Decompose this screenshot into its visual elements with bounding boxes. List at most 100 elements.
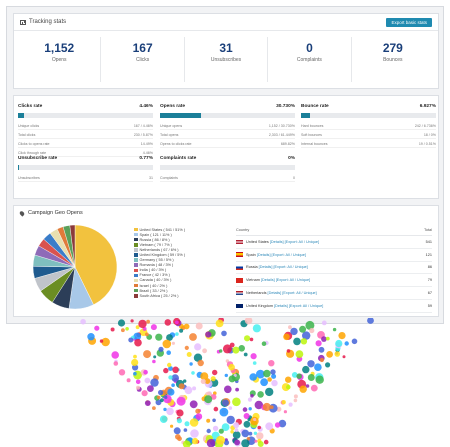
legend-item: Romania ( 48 / 3% ) (134, 263, 185, 268)
country-name: United Kingdom (246, 303, 274, 308)
country-name: Spain (246, 252, 256, 257)
stat-clicks: 167 Clicks (101, 37, 185, 82)
col-country-header: Country (236, 228, 250, 232)
rate-percent: 0% (288, 156, 295, 161)
legend-label: Canada ( 40 / 3% ) (139, 278, 172, 283)
table-row: Russia [Details] [Export: All / Unique] 8… (236, 262, 432, 275)
legend-item: Russia ( 86 / 8% ) (134, 237, 185, 242)
complaints-rate-block: Complaints rate 0% Complaints 0 (160, 156, 295, 182)
col-total-header: Total (423, 228, 432, 232)
metric-value: 167 / 4.46% (133, 124, 153, 128)
metric-value: 2,303 / 61.449% (268, 133, 295, 137)
legend-label: Netherlands ( 67 / 6% ) (139, 247, 179, 252)
stat-label: Clicks (135, 57, 150, 63)
details-export-links[interactable]: [Details] [Export: All / Unique] (274, 303, 324, 308)
metric-label: Total opens (160, 133, 179, 137)
confetti-decoration (80, 318, 374, 447)
legend-swatch (134, 243, 138, 247)
metric-label: Unique opens (160, 124, 183, 128)
campaign-stats-window: Tracking stats Export basic stats 1,152 … (6, 6, 444, 324)
legend-label: United States ( 541 / 51% ) (139, 227, 186, 232)
stat-complaints: 0 Complaints (268, 37, 352, 82)
metric-label: Opens to clicks rate (160, 142, 192, 146)
pie-slice (74, 224, 118, 305)
stat-label: Complaints (296, 57, 322, 63)
progress-fill (301, 113, 311, 118)
legend-label: Spain ( 121 / 11% ) (139, 232, 172, 237)
legend-item: South Africa ( 25 / 2% ) (134, 293, 185, 298)
legend-label: Brazil ( 33 / 2% ) (139, 288, 168, 293)
metric-label: Clicks to opens rate (18, 142, 50, 146)
table-row: Spain [Details] [Export: All / Unique] 12… (236, 249, 432, 262)
rate-title: Clicks rate (18, 104, 43, 109)
geo-title: Campaign Geo Opens (28, 210, 83, 216)
opens-rate-progress-bar (160, 113, 295, 118)
legend-swatch (134, 227, 138, 232)
stat-value: 0 (306, 41, 313, 55)
flag-icon (236, 278, 243, 283)
details-export-links[interactable]: [Details] [Export: All / Unique] (267, 291, 317, 296)
details-export-links[interactable]: [Details] [Export: All / Unique] (260, 278, 311, 283)
legend-swatch (134, 283, 138, 288)
map-pin-icon (18, 209, 26, 217)
metric-label: Internal bounces (301, 142, 328, 146)
flag-icon (236, 239, 243, 245)
metric-value: 4.46% (142, 151, 153, 155)
geo-pie-chart (32, 224, 118, 310)
metric-value: 14.49% (140, 142, 153, 146)
table-row: Vietnam [Details] [Export: All / Unique]… (236, 274, 432, 288)
country-total: 86 (427, 265, 432, 270)
country-total: 59 (427, 303, 432, 308)
rate-percent: 0.77% (139, 156, 153, 161)
rate-title: Unsubscribe rate (18, 156, 58, 161)
progress-fill (18, 165, 20, 170)
rate-title: Bounce rate (301, 104, 329, 109)
country-total: 79 (427, 278, 432, 283)
legend-swatch (134, 263, 138, 267)
legend-label: Vietnam ( 79 / 7% ) (139, 242, 172, 247)
rate-percent: 6.927% (419, 104, 436, 109)
legend-swatch (134, 294, 138, 298)
legend-item: Canada ( 40 / 3% ) (134, 278, 185, 283)
table-row: United States [Details] [Export: All / U… (236, 236, 432, 249)
campaign-geo-opens-panel: Campaign Geo Opens United States ( 541 /… (13, 205, 439, 317)
country-name: United States (246, 239, 269, 244)
country-name: Russia (246, 265, 258, 270)
legend-item: United Kingdom ( 59 / 5% ) (134, 252, 185, 257)
legend-label: Romania ( 48 / 3% ) (139, 263, 174, 268)
details-export-links[interactable]: [Details] [Export: All / Unique] (258, 265, 308, 270)
metric-value: 31 (149, 176, 153, 180)
legend-item: Israel ( 40 / 2% ) (134, 283, 185, 288)
bounce-rate-block: Bounce rate 6.927% Hard bounces 242 / 6.73… (301, 104, 436, 148)
legend-swatch (134, 258, 138, 262)
stat-opens: 1,152 Opens (18, 37, 102, 82)
metric-label: Complaints (160, 176, 178, 180)
flag-icon (236, 303, 243, 309)
unsubscribe-rate-progress-bar (18, 165, 153, 170)
progress-fill (18, 113, 25, 118)
opens-rate-block: Opens rate 30.730% Unique opens 1,152 / 30… (160, 104, 295, 148)
export-basic-stats-button[interactable]: Export basic stats (386, 17, 432, 27)
flag-icon (236, 290, 243, 296)
details-export-links[interactable]: [Details] [Export: All / Unique] (256, 252, 306, 257)
legend-item: Germany ( 55 / 5% ) (134, 258, 185, 263)
legend-item: Vietnam ( 79 / 7% ) (134, 242, 185, 247)
legend-label: India ( 40 / 3% ) (139, 268, 167, 273)
geo-country-table: Country Total United States [Details] [E… (236, 228, 432, 313)
legend-swatch (134, 237, 138, 242)
tracking-stats-panel: Tracking stats Export basic stats 1,152 … (13, 13, 439, 89)
bar-chart-icon (20, 19, 26, 25)
metric-label: Hard bounces (301, 124, 324, 128)
legend-swatch (134, 232, 138, 237)
metric-value: 689.82% (280, 142, 295, 146)
metric-value: 242 / 6.736% (414, 124, 436, 128)
tracking-stats-header: Tracking stats Export basic stats (14, 14, 438, 31)
details-export-links[interactable]: [Details] [Export: All / Unique] (269, 239, 320, 244)
geo-table-header: Country Total (236, 228, 432, 236)
metric-value: 19 / 0.51% (418, 142, 436, 146)
flag-icon (236, 252, 243, 257)
legend-swatch (134, 253, 138, 257)
country-name: Netherlands (246, 291, 267, 296)
complaints-rate-progress-bar (160, 165, 295, 170)
legend-label: France ( 42 / 3% ) (139, 273, 170, 278)
